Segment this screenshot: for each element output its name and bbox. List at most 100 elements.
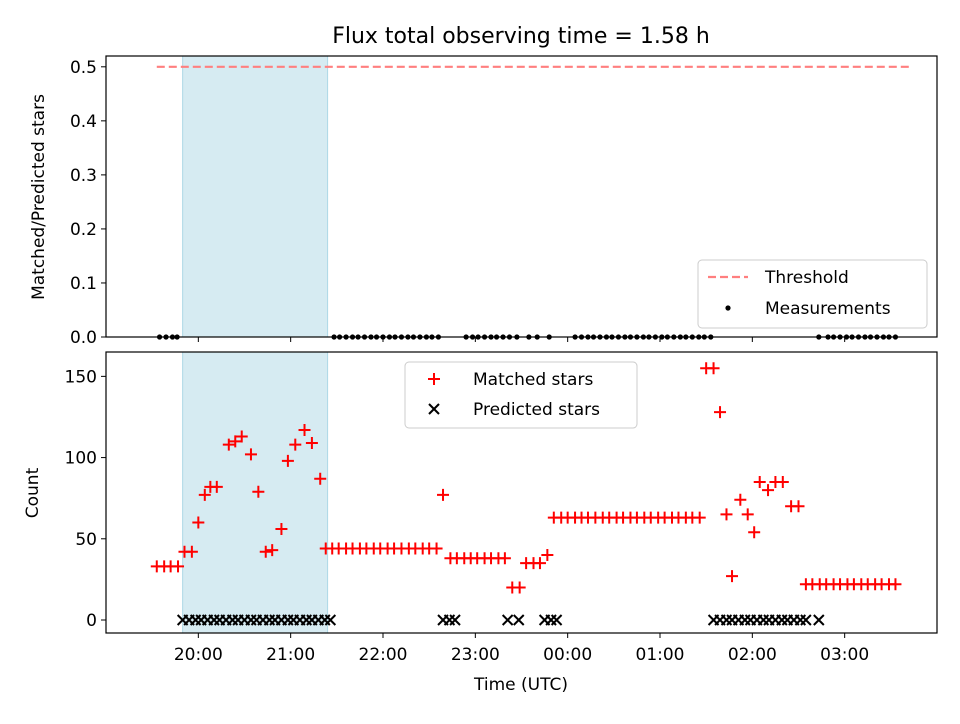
measurement-point: [398, 334, 405, 340]
measurement-point: [163, 334, 169, 340]
matched-star-point: [714, 406, 727, 419]
measurement-point: [671, 334, 677, 340]
measurement-point: [652, 334, 658, 340]
bottom-xtick-label: 02:00: [728, 645, 777, 665]
measurement-point: [862, 334, 868, 340]
measurement-point: [578, 334, 585, 340]
measurement-point: [169, 334, 176, 340]
predicted-star-point: [776, 614, 788, 626]
measurement-point: [331, 334, 337, 340]
matched-star-point: [792, 500, 805, 513]
predicted-star-point: [794, 614, 807, 626]
legend-threshold-label: Threshold: [764, 268, 849, 288]
top-ytick-label: 0.5: [70, 58, 97, 78]
top-ytick-label: 0.3: [70, 166, 97, 186]
matched-star-point: [776, 475, 789, 488]
legend-top-frame: [697, 259, 928, 329]
matched-star-point: [210, 480, 223, 493]
measurement-point: [837, 334, 843, 340]
bottom-xtick-label: 01:00: [636, 645, 685, 665]
measurement-point: [634, 334, 640, 340]
predicted-star-point: [757, 614, 770, 626]
legend-top: Threshold Measurements: [697, 259, 928, 329]
matched-star-point: [172, 560, 185, 573]
matched-star-point: [762, 484, 775, 497]
top-shaded-span: [182, 55, 329, 338]
measurement-point: [475, 334, 481, 340]
bottom-xtick-label: 00:00: [543, 645, 592, 665]
measurement-point: [615, 334, 622, 340]
measurement-point: [701, 334, 707, 340]
measurement-point: [659, 334, 665, 340]
matched-star-point: [513, 581, 526, 594]
measurement-point: [349, 334, 356, 340]
matched-star-point: [498, 552, 511, 565]
measurement-point: [481, 334, 488, 340]
matched-star-point: [720, 508, 733, 521]
top-ytick-label: 0.0: [70, 328, 97, 348]
predicted-star-point: [739, 614, 751, 626]
bottom-axes-frame: [105, 351, 938, 634]
measurement-point: [392, 334, 398, 340]
chart-title: Flux total observing time = 1.58 h: [332, 24, 710, 49]
measurement-point: [405, 334, 411, 340]
measurement-point: [646, 334, 652, 340]
matched-star-point: [541, 549, 554, 562]
legend-predicted-label: Predicted stars: [473, 400, 600, 420]
top-ytick-label: 0.4: [70, 112, 97, 132]
measurement-point: [355, 334, 361, 340]
measurement-point: [373, 334, 380, 340]
measurement-point: [380, 334, 386, 340]
measurement-point: [174, 334, 180, 340]
measurement-point: [506, 334, 513, 340]
legend-measurements-label: Measurements: [765, 299, 891, 319]
measurement-point: [435, 334, 441, 340]
measurement-point: [597, 334, 603, 340]
top-ytick-label: 0.1: [70, 274, 97, 294]
measurement-point: [572, 334, 578, 340]
legend-matched-label: Matched stars: [473, 370, 593, 390]
matched-star-point: [289, 438, 302, 451]
bottom-xtick-label: 22:00: [359, 645, 408, 665]
matched-star-point: [753, 475, 766, 488]
matched-star-point: [693, 511, 706, 524]
measurement-point: [640, 334, 646, 340]
legend-matched-swatch: [428, 373, 440, 385]
matched-star-point: [430, 542, 443, 555]
matched-star-point: [275, 523, 288, 536]
measurement-point: [417, 334, 423, 340]
matched-star-point: [533, 557, 546, 570]
measurement-point: [361, 334, 368, 340]
matched-star-point: [889, 578, 902, 591]
matched-star-point: [222, 438, 235, 451]
measurement-point: [386, 334, 393, 340]
measurement-point: [886, 334, 892, 340]
measurement-point: [664, 334, 670, 340]
measurement-point: [843, 334, 850, 340]
top-axes-frame: [105, 55, 938, 338]
matched-star-point: [305, 436, 318, 449]
bottom-xtick-label: 21:00: [266, 645, 315, 665]
matched-star-point: [185, 545, 198, 558]
measurement-point: [469, 334, 476, 340]
measurement-point: [689, 334, 695, 340]
legend-bottom: Matched stars Predicted stars: [404, 361, 638, 429]
matched-star-point: [314, 472, 327, 485]
legend-predicted-swatch: [428, 403, 440, 415]
measurement-point: [546, 334, 552, 340]
predicted-star-point: [720, 614, 733, 626]
measurement-point: [627, 334, 634, 340]
top-y-axis-label: Matched/Predicted stars: [29, 94, 49, 300]
matched-star-point: [252, 485, 265, 498]
measurement-point: [622, 334, 628, 340]
measurement-point: [423, 334, 429, 340]
bottom-xtick-label: 20:00: [174, 645, 223, 665]
measurement-point: [585, 334, 591, 340]
matched-star-point: [259, 545, 272, 558]
bottom-ytick-label: 50: [75, 530, 97, 550]
measurement-point: [493, 334, 500, 340]
predicted-star-point: [443, 614, 456, 626]
measurement-point: [534, 334, 540, 340]
